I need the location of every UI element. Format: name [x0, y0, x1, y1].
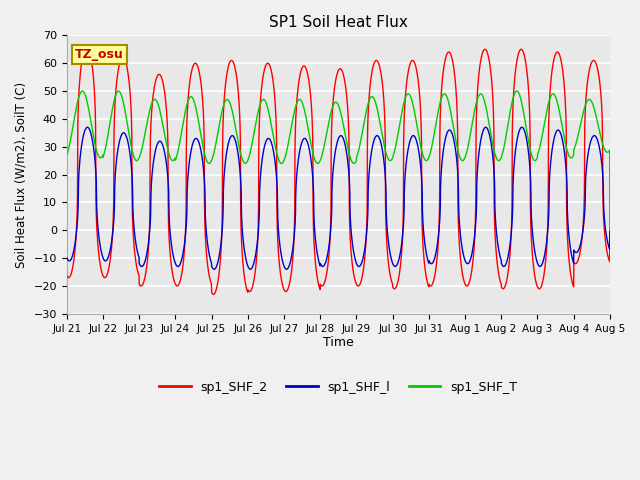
X-axis label: Time: Time [323, 336, 354, 349]
Text: TZ_osu: TZ_osu [75, 48, 124, 61]
Title: SP1 Soil Heat Flux: SP1 Soil Heat Flux [269, 15, 408, 30]
Y-axis label: Soil Heat Flux (W/m2), SoilT (C): Soil Heat Flux (W/m2), SoilT (C) [15, 82, 28, 268]
Legend: sp1_SHF_2, sp1_SHF_l, sp1_SHF_T: sp1_SHF_2, sp1_SHF_l, sp1_SHF_T [154, 376, 522, 399]
